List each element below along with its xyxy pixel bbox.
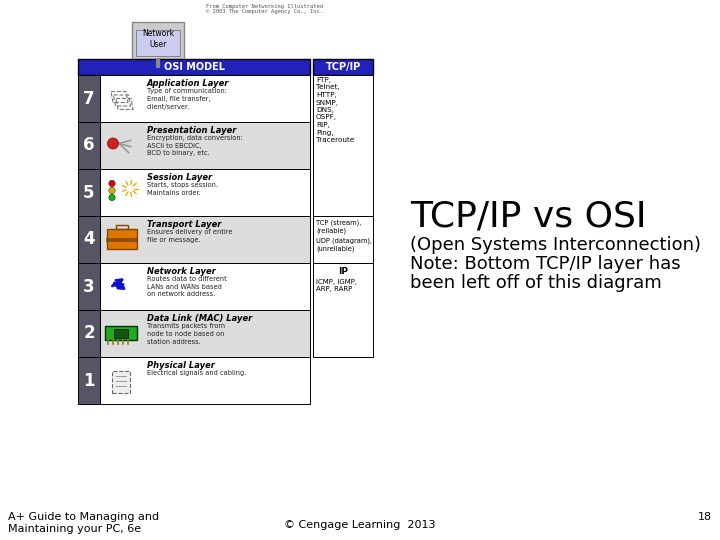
Text: Presentation Layer: Presentation Layer [147,126,236,135]
Text: FTP,
Telnet,
HTTP,
SNMP,
DNS,
OSPF,
RIP,
Ping,
Traceroute: FTP, Telnet, HTTP, SNMP, DNS, OSPF, RIP,… [316,77,354,143]
Text: (Open Systems Interconnection): (Open Systems Interconnection) [410,236,701,254]
Bar [105,326,137,340]
Bar [114,328,128,338]
Bar [136,62,180,70]
Circle shape [109,180,115,187]
Bar [100,75,310,122]
Bar [313,75,373,216]
Text: been left off of this diagram: been left off of this diagram [410,274,662,292]
Text: 4: 4 [84,231,95,248]
Text: TCP/IP: TCP/IP [325,62,361,72]
Text: Transport Layer: Transport Layer [147,220,221,229]
Bar [100,122,310,169]
Bar [78,169,100,216]
Text: TCP/IP vs OSI: TCP/IP vs OSI [410,200,647,234]
Text: Type of communication:
Email, file transfer,
client/server.: Type of communication: Email, file trans… [147,88,227,110]
Text: Network
User: Network User [142,29,174,49]
Text: A+ Guide to Managing and: A+ Guide to Managing and [8,512,159,522]
Bar [78,122,100,169]
Text: 2: 2 [84,325,95,342]
Bar [112,370,130,393]
Bar [100,357,310,404]
Bar [100,310,310,357]
Text: © 2003 The Computer Agency Co., Inc.: © 2003 The Computer Agency Co., Inc. [205,9,323,14]
Text: © Cengage Learning  2013: © Cengage Learning 2013 [284,520,436,530]
Text: Application Layer: Application Layer [147,79,230,88]
Text: Data Link (MAC) Layer: Data Link (MAC) Layer [147,314,252,323]
Bar [78,216,100,263]
Bar [136,30,180,56]
Circle shape [109,194,115,201]
Text: Maintaining your PC, 6e: Maintaining your PC, 6e [8,524,141,534]
Text: 3: 3 [84,278,95,295]
Text: OSI MODEL: OSI MODEL [163,62,225,72]
Bar [313,216,373,263]
Bar [100,169,310,216]
Text: Network Layer: Network Layer [147,267,216,276]
Text: 6: 6 [84,137,95,154]
Bar [78,59,310,75]
Bar [116,225,128,228]
Text: 1: 1 [84,372,95,389]
Circle shape [107,138,119,149]
Text: Starts, stops session.
Maintains order.: Starts, stops session. Maintains order. [147,182,218,195]
Bar [78,357,100,404]
Text: ICMP, IGMP,
ARP, RARP: ICMP, IGMP, ARP, RARP [316,279,357,293]
Bar [78,75,100,122]
Text: TCP (stream),
(reliable): TCP (stream), (reliable) [316,219,361,233]
Text: Routes data to different
LANs and WANs based
on network address.: Routes data to different LANs and WANs b… [147,276,227,298]
Circle shape [109,187,115,194]
Bar [107,228,137,248]
Text: 18: 18 [698,512,712,522]
Bar [132,22,184,60]
Bar [313,263,373,357]
Bar [78,263,100,310]
Text: Physical Layer: Physical Layer [147,361,215,370]
Text: Ensures delivery of entire
file or message.: Ensures delivery of entire file or messa… [147,229,233,243]
Text: Electrical signals and cabling.: Electrical signals and cabling. [147,370,246,376]
Text: Session Layer: Session Layer [147,173,212,182]
Text: UDP (datagram),
(unreliable): UDP (datagram), (unreliable) [316,238,372,252]
Text: Transmits packets from
node to node based on
station address.: Transmits packets from node to node base… [147,323,225,345]
Bar [136,77,180,82]
Text: Encryption, data conversion:
ASCII to EBCDIC,
BCD to binary, etc.: Encryption, data conversion: ASCII to EB… [147,135,243,157]
Bar [100,216,310,263]
Bar [313,59,373,75]
Bar [78,310,100,357]
Bar [100,263,310,310]
Text: Note: Bottom TCP/IP layer has: Note: Bottom TCP/IP layer has [410,255,680,273]
Text: 7: 7 [84,90,95,107]
Text: IP: IP [338,267,348,276]
Bar [138,72,178,78]
Text: 5: 5 [84,184,95,201]
Text: From Computer Networking Illustrated: From Computer Networking Illustrated [205,4,323,9]
